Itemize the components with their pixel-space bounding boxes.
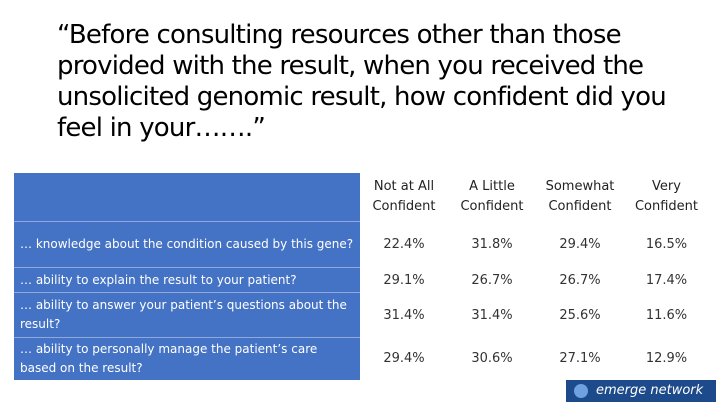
slide-title: “Before consulting resources other than … [57, 20, 667, 143]
table-cell: 29.1% [383, 272, 425, 288]
row-label: … ability to personally manage the patie… [14, 337, 360, 380]
table-cell: 17.4% [645, 272, 688, 288]
table-cell: 25.6% [559, 307, 601, 323]
table-cell: 26.7% [559, 272, 601, 288]
table-cell: 26.7% [471, 272, 513, 288]
logo-text: emerge network [596, 383, 704, 398]
row-label: … knowledge about the condition caused b… [14, 221, 360, 268]
table-cell: 29.4% [559, 237, 601, 252]
logo-mark-icon [574, 384, 588, 398]
table-cell: 12.9% [645, 351, 688, 367]
table-row: … ability to explain the result to your … [14, 267, 709, 293]
table-row: … knowledge about the condition caused b… [14, 221, 709, 268]
table-cell: 22.4% [383, 237, 425, 252]
table-cell: 31.8% [471, 237, 513, 252]
table-cell: 29.4% [383, 351, 425, 367]
table-cell: 30.6% [471, 351, 513, 367]
table-row: … ability to answer your patient’s quest… [14, 292, 709, 338]
column-header: Not at All Confident [372, 179, 436, 215]
results-table: Not at All Confident A Little Confident … [14, 173, 709, 380]
table-row: … ability to personally manage the patie… [14, 337, 709, 380]
column-header: Somewhat Confident [545, 179, 615, 215]
table-cell: 27.1% [559, 351, 601, 367]
table-cell: 31.4% [383, 307, 425, 323]
column-header: Very Confident [634, 179, 699, 215]
header-blank-cell [14, 173, 360, 222]
row-label: … ability to answer your patient’s quest… [14, 292, 360, 338]
header-row: Not at All Confident A Little Confident … [14, 173, 709, 222]
table-cell: 31.4% [471, 307, 513, 323]
emerge-network-logo: emerge network [566, 380, 716, 402]
table-cell: 16.5% [645, 237, 688, 252]
column-header: A Little Confident [460, 179, 524, 215]
row-label: … ability to explain the result to your … [14, 267, 360, 293]
table-cell: 11.6% [645, 307, 688, 323]
